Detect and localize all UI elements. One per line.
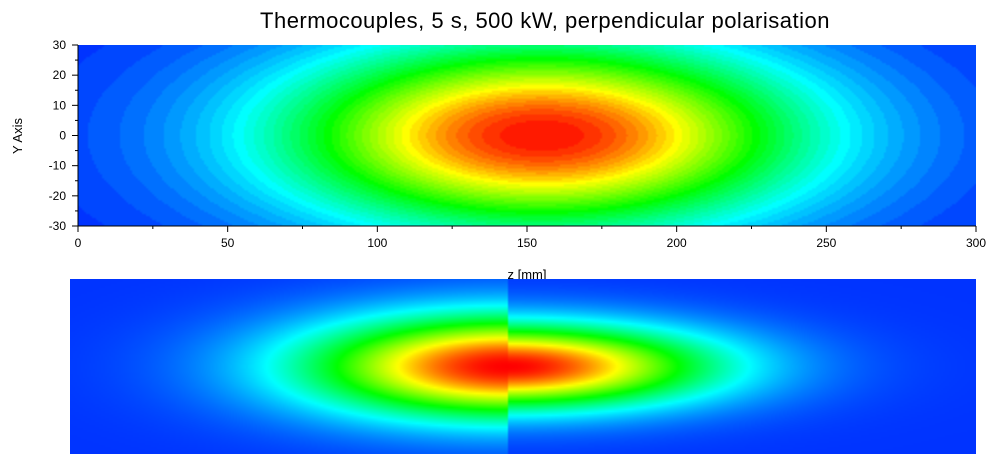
x-tick-label: 250 [816,236,836,250]
y-tick-label: 30 [53,38,67,52]
y-tick-label: 20 [53,68,67,82]
y-tick-label: 0 [59,129,66,143]
y-axis-title: Y Axis [10,118,25,154]
chart-title: Thermocouples, 5 s, 500 kW, perpendicula… [260,8,830,33]
x-tick-label: 0 [75,236,82,250]
x-tick-label: 300 [966,236,986,250]
bottom-heatmap-plot [70,279,976,454]
x-tick-label: 100 [367,236,387,250]
bottom-heatmap-image [70,279,976,454]
x-tick-label: 150 [517,236,537,250]
x-tick-label: 50 [221,236,235,250]
x-axis-title: z [mm] [508,267,547,282]
y-tick-label: -10 [49,159,67,173]
top-heatmap-image [78,45,976,226]
y-tick-label: 10 [53,98,67,112]
y-tick-label: -30 [49,219,67,233]
y-tick-label: -20 [49,189,67,203]
x-tick-label: 200 [667,236,687,250]
